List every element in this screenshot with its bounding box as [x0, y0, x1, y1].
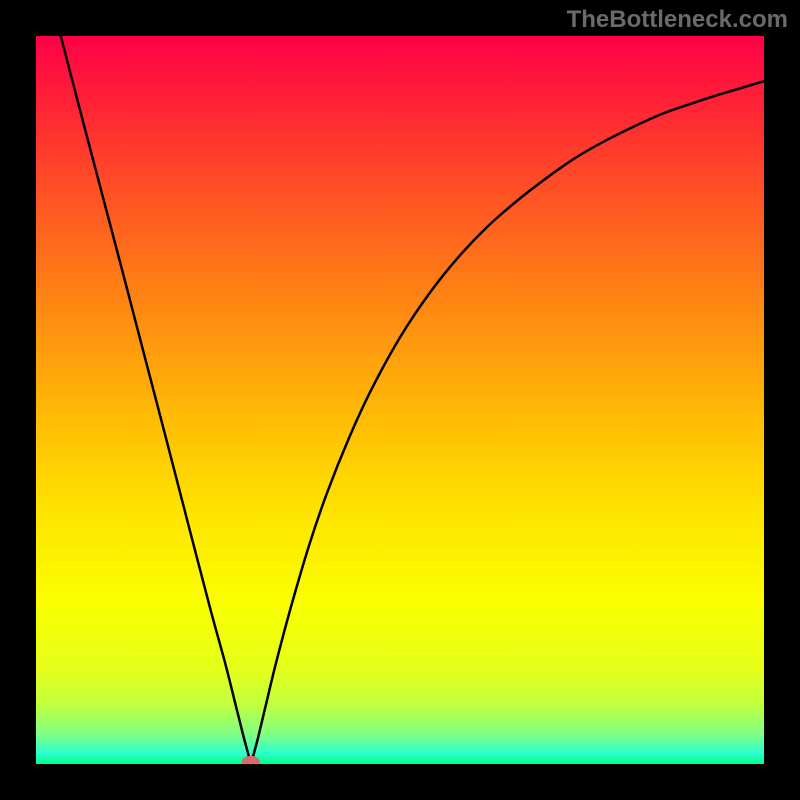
watermark-text: TheBottleneck.com — [567, 6, 788, 34]
curve-overlay — [36, 36, 764, 764]
minimum-marker — [242, 756, 260, 764]
bottleneck-curve — [61, 36, 764, 764]
chart-container: TheBottleneck.com — [0, 0, 800, 800]
plot-area — [36, 36, 764, 764]
